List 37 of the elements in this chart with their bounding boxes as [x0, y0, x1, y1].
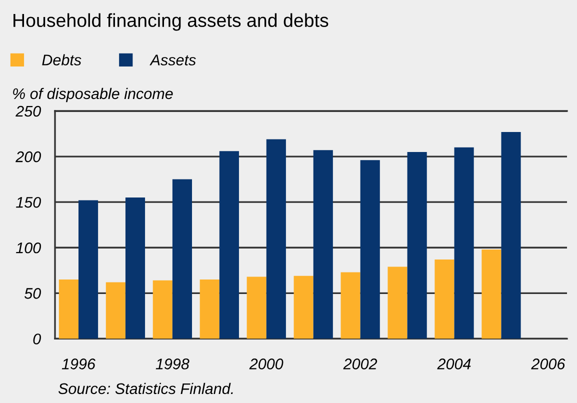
x-tick-label: 2006	[531, 358, 566, 370]
x-tick-label: 2002	[343, 358, 378, 370]
bar	[106, 282, 126, 339]
legend-label: Debts	[42, 54, 82, 66]
x-tick-label: 2004	[437, 358, 471, 370]
x-tick-label: 1998	[156, 358, 190, 370]
bar	[294, 276, 314, 339]
bar	[360, 160, 380, 339]
bar	[340, 272, 360, 339]
bar	[434, 259, 454, 339]
bar	[219, 151, 239, 339]
y-tick-label: 100	[16, 242, 41, 254]
y-tick-label: 250	[16, 106, 41, 117]
bar	[58, 280, 78, 339]
x-tick-label: 1996	[62, 358, 96, 370]
y-axis-title: % of disposable income	[13, 88, 173, 102]
source-note: Source: Statistics Finland.	[58, 382, 233, 394]
bar	[152, 280, 172, 339]
y-tick-label: 150	[16, 196, 41, 208]
bar	[407, 152, 427, 339]
bar	[388, 266, 408, 339]
bar	[313, 150, 333, 339]
bar	[454, 147, 474, 339]
bar	[200, 280, 220, 339]
y-tick-label: 0	[33, 334, 41, 344]
x-tick-label: 2000	[249, 358, 284, 370]
bar	[78, 200, 98, 339]
bar	[125, 198, 146, 339]
y-tick-label: 50	[24, 288, 41, 299]
bar	[246, 276, 266, 339]
bar	[172, 179, 192, 339]
legend-label: Assets	[150, 54, 196, 66]
chart-title: Household financing assets and debts	[14, 13, 328, 31]
bar	[482, 249, 502, 339]
bar	[266, 139, 286, 339]
y-tick-label: 200	[16, 151, 41, 162]
bar	[501, 132, 521, 339]
